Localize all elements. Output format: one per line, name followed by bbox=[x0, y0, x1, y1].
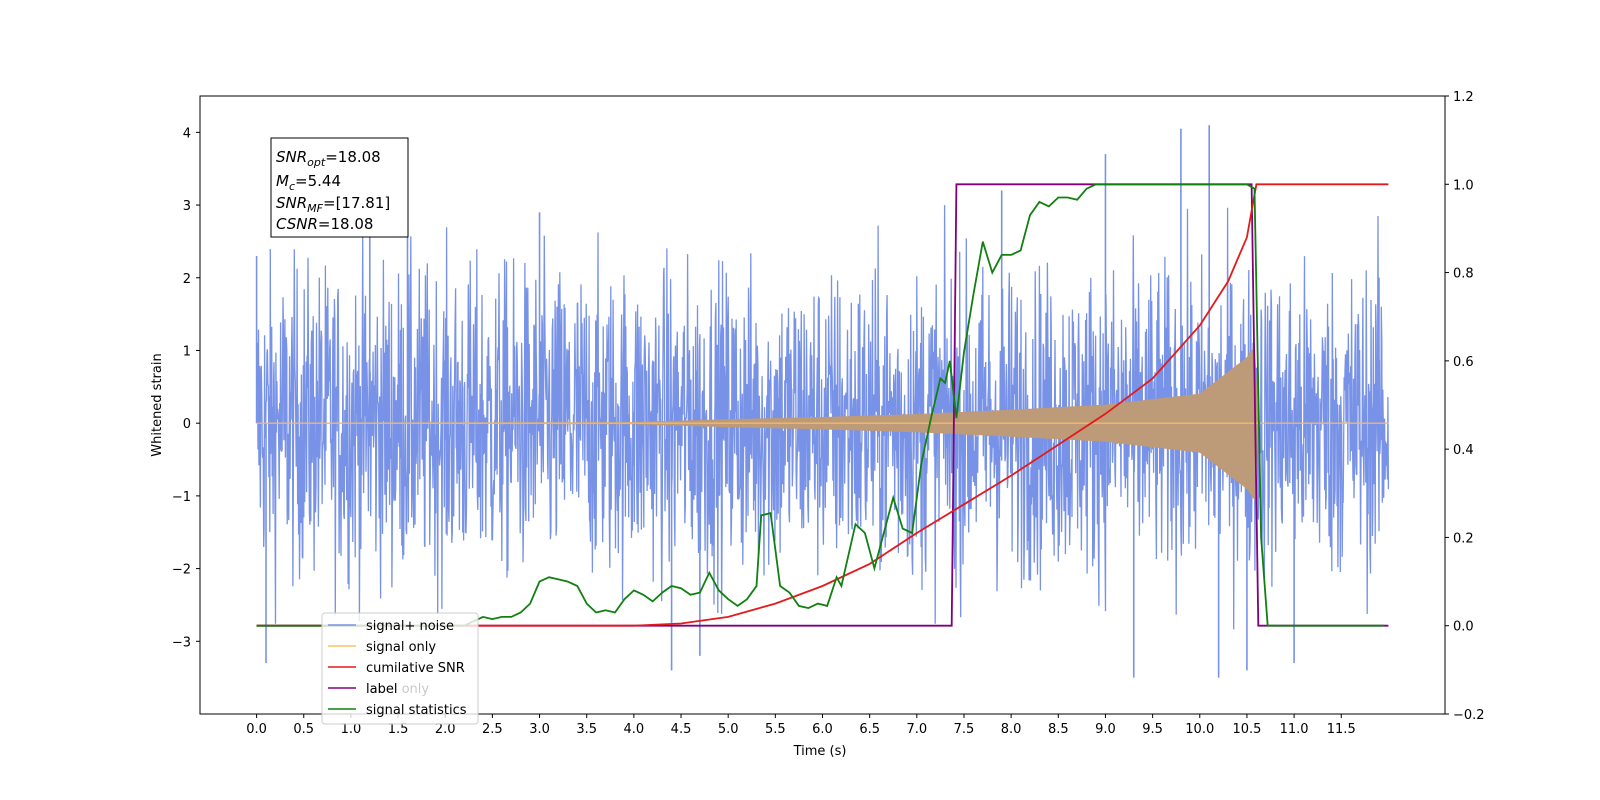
cumilative-snr-line bbox=[256, 183, 1389, 627]
stats-chirp-mass: Mc=5.44 bbox=[276, 172, 341, 193]
stats-box: SNRopt=18.08 Mc=5.44 SNRMF=[17.81] CSNR=… bbox=[270, 137, 409, 238]
x-tick-label: 9.5 bbox=[1142, 722, 1163, 737]
y-right-tick-label: −0.2 bbox=[1453, 708, 1485, 723]
y-left-tick-label: 3 bbox=[183, 199, 191, 214]
legend-label-signal-statistics: signal statistics bbox=[366, 703, 467, 718]
x-tick-label: 5.0 bbox=[718, 722, 739, 737]
x-tick-label: 7.0 bbox=[906, 722, 927, 737]
series-signal-only bbox=[256, 345, 1389, 501]
stats-csnr: CSNR=18.08 bbox=[276, 215, 373, 233]
x-tick-label: 4.5 bbox=[671, 722, 692, 737]
legend-label-signal-only: signal only bbox=[366, 640, 436, 655]
legend-frame bbox=[321, 612, 479, 725]
series-signal-noise bbox=[255, 125, 1390, 678]
stats-snr-opt: SNRopt=18.08 bbox=[276, 148, 381, 169]
x-tick-label: 6.0 bbox=[812, 722, 833, 737]
x-tick-label: 3.0 bbox=[529, 722, 550, 737]
y-right-tick-label: 1.0 bbox=[1453, 178, 1474, 193]
y-left-tick-label: 1 bbox=[183, 344, 191, 359]
x-axis: 0.0 0.5 1.0 1.5 2.0 2.5 3.0 3.5 4.0 4.5 5.0 5.5 6.0 6… bbox=[246, 714, 1356, 737]
x-axis-title: Time (s) bbox=[793, 744, 847, 759]
x-tick-label: 11.0 bbox=[1280, 722, 1309, 737]
y-left-tick-label: 4 bbox=[183, 126, 191, 141]
x-tick-label: 7.5 bbox=[954, 722, 975, 737]
legend-label-signal-noise: signal+ noise bbox=[366, 619, 454, 634]
stats-snr-mf: SNRMF=[17.81] bbox=[276, 194, 390, 215]
y-left-tick-label: −1 bbox=[172, 490, 191, 505]
x-tick-label: 9.0 bbox=[1095, 722, 1116, 737]
y-axis-left: −3 −2 −1 0 1 2 3 4 bbox=[172, 126, 200, 650]
y-left-tick-label: 0 bbox=[183, 417, 191, 432]
y-right-tick-label: 0.6 bbox=[1453, 355, 1474, 370]
x-tick-label: 5.5 bbox=[765, 722, 786, 737]
y-left-tick-label: −3 bbox=[172, 635, 191, 650]
line-series-group bbox=[256, 183, 1389, 627]
legend: signal+ noise signal only cumilative SNR… bbox=[321, 612, 479, 725]
x-tick-label: 3.5 bbox=[576, 722, 597, 737]
signal-statistics-line bbox=[256, 183, 1384, 627]
legend-label-cumilative-snr: cumilative SNR bbox=[366, 661, 465, 676]
y-axis-title: Whitened strain bbox=[150, 353, 165, 456]
y-left-tick-label: 2 bbox=[183, 272, 191, 287]
x-tick-label: 8.0 bbox=[1001, 722, 1022, 737]
y-right-tick-label: 0.4 bbox=[1453, 443, 1474, 458]
x-tick-label: 10.0 bbox=[1185, 722, 1214, 737]
legend-label-hidden: label only bbox=[366, 682, 429, 697]
legend-label-label: label bbox=[366, 682, 397, 697]
x-tick-label: 4.0 bbox=[624, 722, 645, 737]
y-right-tick-label: 0.2 bbox=[1453, 531, 1474, 546]
x-tick-label: 11.5 bbox=[1327, 722, 1356, 737]
x-tick-label: 6.5 bbox=[859, 722, 880, 737]
x-tick-label: 2.0 bbox=[435, 722, 456, 737]
y-right-tick-label: 0.8 bbox=[1453, 267, 1474, 282]
x-tick-label: 2.5 bbox=[482, 722, 503, 737]
x-tick-label: 0.5 bbox=[293, 722, 314, 737]
stats-box-frame bbox=[270, 137, 409, 238]
x-tick-label: 1.0 bbox=[341, 722, 362, 737]
x-tick-label: 1.5 bbox=[388, 722, 409, 737]
y-right-tick-label: 1.2 bbox=[1453, 90, 1474, 105]
x-tick-label: 8.5 bbox=[1048, 722, 1069, 737]
x-tick-label: 0.0 bbox=[246, 722, 267, 737]
x-tick-label: 10.5 bbox=[1232, 722, 1261, 737]
y-left-tick-label: −2 bbox=[172, 563, 191, 578]
y-axis-right: −0.2 0.0 0.2 0.4 0.6 0.8 1.0 1.2 bbox=[1445, 90, 1485, 723]
y-right-tick-label: 0.0 bbox=[1453, 620, 1474, 635]
